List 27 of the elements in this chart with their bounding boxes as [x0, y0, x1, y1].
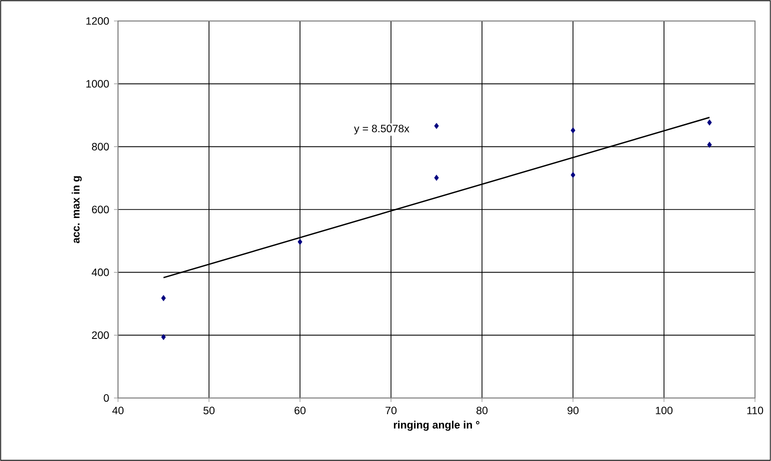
x-tick-label: 80 [476, 406, 488, 414]
x-tick-label: 100 [656, 406, 672, 414]
y-tick-label: 600 [92, 206, 109, 214]
point [707, 142, 712, 148]
y-tick-label: 0 [104, 394, 109, 402]
x-tick-label: 60 [294, 406, 306, 414]
point [570, 172, 576, 178]
x-tick-label: 50 [203, 406, 215, 414]
x-tick-label: 90 [568, 406, 579, 414]
x-tick-label: 110 [747, 406, 764, 414]
x-tick-label: 70 [386, 406, 397, 414]
y-tick-label: 800 [92, 142, 109, 150]
x-tick-label: 40 [112, 406, 124, 414]
x-axis-title: ringing angle in ° [394, 420, 480, 431]
point [298, 238, 302, 245]
point [707, 120, 712, 126]
point [434, 122, 439, 129]
y-tick-label: 200 [92, 331, 109, 339]
y-tick-label: 400 [92, 268, 109, 276]
point [161, 334, 166, 340]
point [570, 127, 576, 134]
point [161, 295, 166, 302]
y-tick-label: 1200 [86, 17, 109, 25]
point [434, 174, 439, 181]
y-tick-label: 1000 [86, 80, 109, 88]
annotation: y = 8.5078x [354, 124, 410, 134]
y-axis-title: acc. max in g [72, 176, 82, 244]
